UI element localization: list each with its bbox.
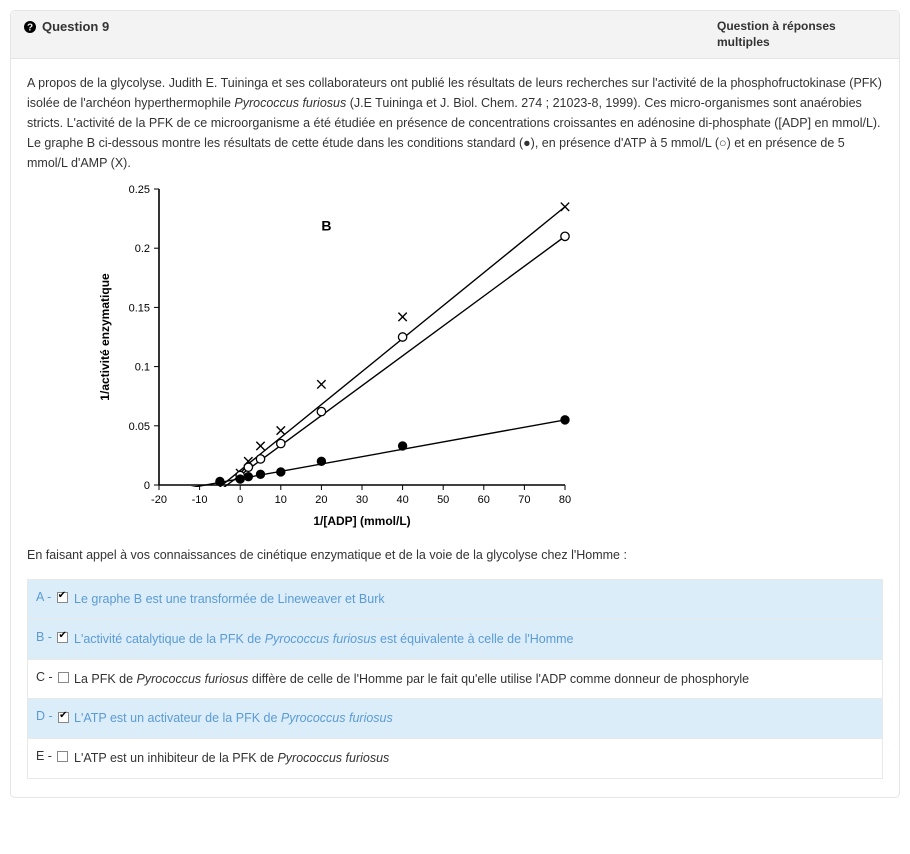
- answer-letter-text: E -: [36, 749, 52, 763]
- answer-letter: D -: [36, 709, 68, 723]
- svg-text:70: 70: [518, 494, 530, 506]
- answer-letter: B -: [36, 630, 68, 644]
- svg-text:30: 30: [356, 494, 368, 506]
- svg-text:?: ?: [27, 22, 33, 33]
- chart-svg: -20 -10 0 10 20 30 40 50 60 70 80 0 0.05 0.1 0.15 0.2 0.…: [87, 177, 577, 537]
- answer-letter: A -: [36, 590, 68, 604]
- answer-letter-text: B -: [36, 630, 52, 644]
- answer-text: La PFK de Pyrococcus furiosus diffère de…: [74, 670, 874, 689]
- svg-text:0.2: 0.2: [135, 243, 150, 255]
- question-number-label: Question 9: [42, 19, 109, 34]
- answer-letter-text: D -: [36, 709, 53, 723]
- svg-text:0.05: 0.05: [129, 421, 150, 433]
- answer-checkbox[interactable]: [57, 751, 68, 762]
- question-body: A propos de la glycolyse. Judith E. Tuin…: [11, 59, 899, 797]
- svg-text:40: 40: [396, 494, 408, 506]
- answer-letter: E -: [36, 749, 68, 763]
- answer-letter-text: A -: [36, 590, 51, 604]
- answer-row-d[interactable]: D - L'ATP est un activateur de la PFK de…: [27, 698, 883, 738]
- question-stem: A propos de la glycolyse. Judith E. Tuin…: [27, 73, 883, 173]
- question-card: ? Question 9 Question à réponses multipl…: [10, 10, 900, 798]
- answer-letter-text: C -: [36, 670, 53, 684]
- question-followup: En faisant appel à vos connaissances de …: [27, 545, 883, 565]
- svg-text:-10: -10: [192, 494, 208, 506]
- svg-text:1/activité enzymatique: 1/activité enzymatique: [98, 273, 112, 401]
- answer-row-e[interactable]: E - L'ATP est un inhibiteur de la PFK de…: [27, 738, 883, 779]
- svg-text:0.25: 0.25: [129, 184, 150, 196]
- answer-letter: C -: [36, 670, 68, 684]
- question-type-label: Question à réponses multiples: [717, 19, 887, 50]
- svg-text:0: 0: [237, 494, 243, 506]
- answers-list: A - Le graphe B est une transformée de L…: [27, 579, 883, 779]
- svg-text:0: 0: [144, 480, 150, 492]
- svg-text:80: 80: [559, 494, 571, 506]
- svg-text:1/[ADP] (mmol/L): 1/[ADP] (mmol/L): [313, 514, 410, 528]
- answer-checkbox[interactable]: [58, 712, 69, 723]
- question-header: ? Question 9 Question à réponses multipl…: [11, 11, 899, 59]
- answer-checkbox[interactable]: [57, 592, 68, 603]
- question-title: ? Question 9: [23, 19, 109, 34]
- svg-text:20: 20: [315, 494, 327, 506]
- svg-text:0.1: 0.1: [135, 362, 150, 374]
- answer-checkbox[interactable]: [58, 672, 69, 683]
- answer-checkbox[interactable]: [57, 632, 68, 643]
- answer-row-c[interactable]: C - La PFK de Pyrococcus furiosus diffèr…: [27, 659, 883, 699]
- lineweaver-burk-chart: -20 -10 0 10 20 30 40 50 60 70 80 0 0.05 0.1 0.15 0.2 0.…: [87, 177, 577, 537]
- answer-row-a[interactable]: A - Le graphe B est une transformée de L…: [27, 579, 883, 619]
- answer-text: L'activité catalytique de la PFK de Pyro…: [74, 630, 874, 649]
- svg-text:0.15: 0.15: [129, 303, 150, 315]
- svg-text:10: 10: [275, 494, 287, 506]
- answer-row-b[interactable]: B - L'activité catalytique de la PFK de …: [27, 619, 883, 659]
- svg-text:60: 60: [478, 494, 490, 506]
- answer-text: Le graphe B est une transformée de Linew…: [74, 590, 874, 609]
- answer-text: L'ATP est un inhibiteur de la PFK de Pyr…: [74, 749, 874, 768]
- answer-text: L'ATP est un activateur de la PFK de Pyr…: [74, 709, 874, 728]
- question-mark-icon: ?: [23, 20, 37, 34]
- svg-text:50: 50: [437, 494, 449, 506]
- svg-text:-20: -20: [151, 494, 167, 506]
- svg-text:B: B: [321, 218, 331, 234]
